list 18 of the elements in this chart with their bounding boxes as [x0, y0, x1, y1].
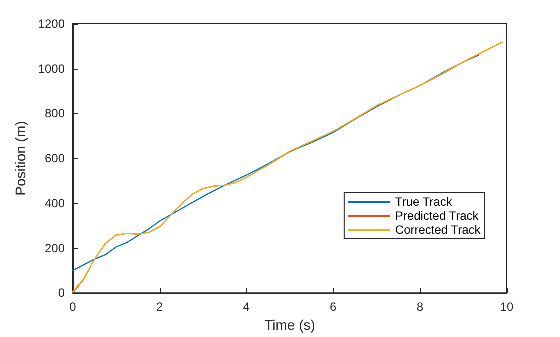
legend-label: Corrected Track: [395, 223, 482, 237]
x-tick-label: 6: [330, 300, 338, 314]
y-tick-label: 800: [44, 106, 66, 121]
y-tick-label: 1200: [38, 17, 66, 31]
y-tick-label: 1000: [38, 62, 66, 76]
y-tick-label: 600: [44, 152, 66, 166]
x-tick-label: 4: [243, 300, 250, 314]
y-tick-label: 400: [44, 196, 66, 210]
legend-label: True Track: [395, 195, 454, 209]
x-axis-title: Time (s): [264, 317, 316, 333]
y-tick-label: 200: [44, 241, 66, 256]
x-tick-label: 8: [416, 300, 424, 314]
x-tick-label: 2: [156, 300, 164, 314]
legend-label: Predicted Track: [395, 209, 480, 223]
y-axis-title: Position (m): [12, 121, 28, 196]
y-tick-label: 0: [58, 286, 66, 300]
x-tick-label: 10: [500, 300, 514, 314]
x-tick-label: 0: [70, 300, 77, 314]
